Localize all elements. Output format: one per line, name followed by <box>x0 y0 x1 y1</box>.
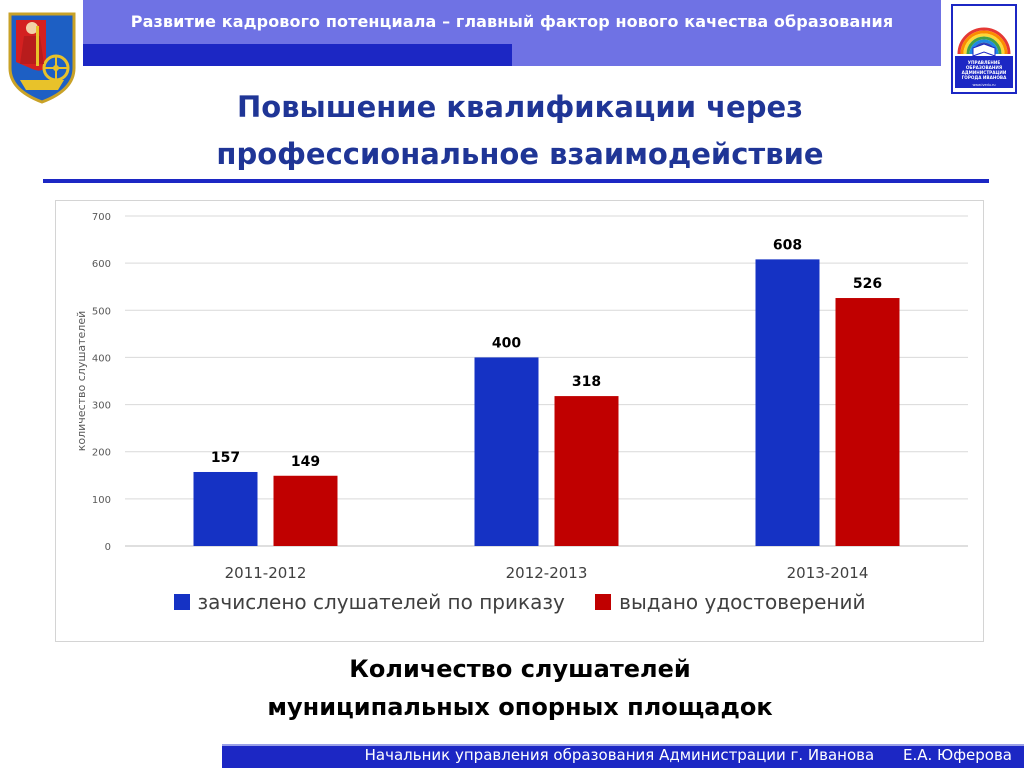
y-tick-label: 0 <box>105 542 111 553</box>
y-tick-label: 300 <box>92 401 111 412</box>
data-label: 400 <box>492 335 521 351</box>
data-label: 526 <box>853 276 882 292</box>
y-tick-label: 500 <box>92 306 111 317</box>
coat-of-arms-icon <box>8 12 76 104</box>
data-label: 149 <box>291 454 320 470</box>
svg-text:АДМИНИСТРАЦИИ: АДМИНИСТРАЦИИ <box>962 70 1007 75</box>
data-label: 157 <box>211 450 240 466</box>
slide-title-line-1: Повышение квалификации через <box>237 90 803 124</box>
y-axis-label: количество слушателей <box>75 311 88 452</box>
bar <box>835 298 900 546</box>
bar <box>193 471 258 546</box>
bar <box>554 396 619 546</box>
x-tick-label: 2013-2014 <box>787 564 869 582</box>
data-label: 608 <box>773 237 802 253</box>
legend-label-certificates: выдано удостоверений <box>619 590 866 614</box>
slide-title-line-2: профессиональное взаимодействие <box>216 137 824 171</box>
legend-item-certificates: выдано удостоверений <box>595 590 865 614</box>
bar-chart: 0 100 200 300 400 500 600 700 количество слушате… <box>75 212 968 582</box>
chart-caption-line-1: Количество слушателей <box>349 655 691 683</box>
legend-item-enrolled: зачислено слушателей по приказу <box>173 590 565 614</box>
header-accent-dark <box>83 44 512 66</box>
header-bar <box>83 0 941 44</box>
legend-swatch-enrolled <box>173 594 190 610</box>
footer-bar <box>222 744 1024 768</box>
chart-caption-line-2: муниципальных опорных площадок <box>267 693 773 721</box>
y-tick-label: 200 <box>92 448 111 459</box>
footer-position: Начальник управления образования Админис… <box>364 746 875 764</box>
title-underline <box>43 179 989 183</box>
bar <box>273 475 338 546</box>
x-tick-label: 2012-2013 <box>506 564 588 582</box>
svg-text:ГОРОДА ИВАНОВА: ГОРОДА ИВАНОВА <box>962 75 1007 80</box>
header-title: Развитие кадрового потенциала – главный … <box>130 12 894 31</box>
slide-title: Повышение квалификации через профессиона… <box>120 84 920 178</box>
y-tick-label: 700 <box>92 212 111 223</box>
footer-name: Е.А. Юферова <box>902 746 1012 764</box>
bar <box>474 357 539 546</box>
bar <box>755 259 820 546</box>
y-tick-label: 600 <box>92 259 111 270</box>
legend-label-enrolled: зачислено слушателей по приказу <box>197 590 565 614</box>
y-tick-label: 100 <box>92 495 111 506</box>
chart-legend: зачислено слушателей по приказу выдано у… <box>55 590 984 620</box>
svg-text:www.ivedu.ru: www.ivedu.ru <box>972 83 995 87</box>
legend-swatch-certificates <box>595 594 612 610</box>
footer: Начальник управления образования Админис… <box>222 744 1012 768</box>
chart-caption: Количество слушателей муниципальных опор… <box>150 650 890 726</box>
x-tick-label: 2011-2012 <box>225 564 307 582</box>
header-accent-light <box>512 44 941 66</box>
y-tick-label: 400 <box>92 353 111 364</box>
svg-text:УПРАВЛЕНИЕ: УПРАВЛЕНИЕ <box>968 60 1001 65</box>
svg-text:ОБРАЗОВАНИЯ: ОБРАЗОВАНИЯ <box>966 65 1002 70</box>
data-label: 318 <box>572 374 601 390</box>
education-department-logo-icon: УПРАВЛЕНИЕ ОБРАЗОВАНИЯ АДМИНИСТРАЦИИ ГОР… <box>951 4 1017 94</box>
